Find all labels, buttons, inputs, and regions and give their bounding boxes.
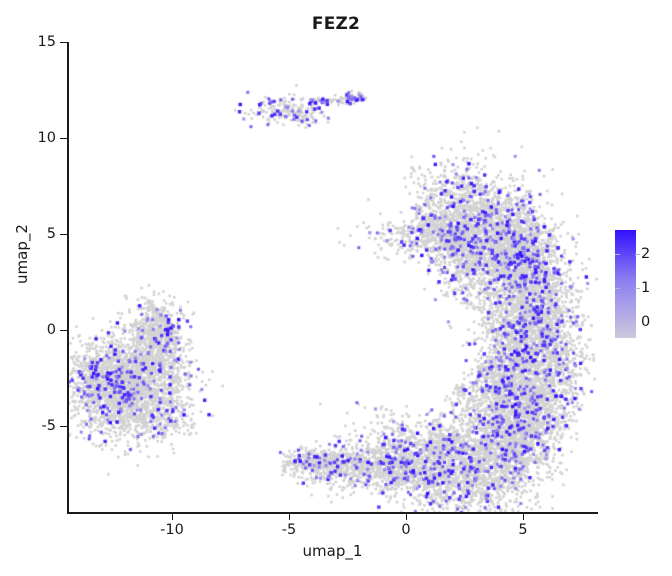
x-axis-line — [67, 512, 598, 514]
x-tick-mark-0 — [406, 513, 408, 520]
colorbar-tick-2 — [635, 254, 640, 256]
scatter-plot-area — [67, 42, 598, 513]
plot-title: FEZ2 — [311, 14, 361, 34]
scatter-points-canvas — [67, 42, 598, 513]
y-tick-label-0: 0 — [46, 322, 56, 338]
y-tick-mark-0 — [60, 330, 67, 332]
x-tick-mark-5 — [523, 513, 525, 520]
y-tick-label-5: 5 — [46, 226, 56, 242]
colorbar-tick-1 — [635, 288, 640, 290]
x-axis-title: umap_1 — [302, 542, 363, 560]
colorbar-gradient — [615, 230, 636, 338]
colorbar-tick-inner-1 — [615, 288, 620, 290]
x-tick-mark--5 — [289, 513, 291, 520]
x-tick-mark--10 — [172, 513, 174, 520]
y-tick-label--5: -5 — [41, 418, 56, 434]
y-tick-mark--5 — [60, 426, 67, 428]
colorbar — [615, 230, 640, 338]
x-tick-label--5: -5 — [281, 522, 297, 538]
y-axis-line — [67, 42, 69, 514]
x-tick-label-0: 0 — [401, 522, 411, 538]
y-tick-mark-15 — [60, 42, 67, 44]
colorbar-tick-inner-2 — [615, 254, 620, 256]
y-tick-mark-10 — [60, 138, 67, 140]
y-tick-label-15: 15 — [37, 34, 56, 50]
colorbar-label-0: 0 — [641, 314, 651, 330]
x-tick-label--10: -10 — [160, 522, 184, 538]
colorbar-label-1: 1 — [641, 280, 651, 296]
y-tick-label-10: 10 — [37, 130, 56, 146]
colorbar-label-2: 2 — [641, 246, 651, 262]
y-axis-title: umap_2 — [13, 224, 31, 284]
x-tick-label-5: 5 — [518, 522, 528, 538]
y-tick-mark-5 — [60, 234, 67, 236]
